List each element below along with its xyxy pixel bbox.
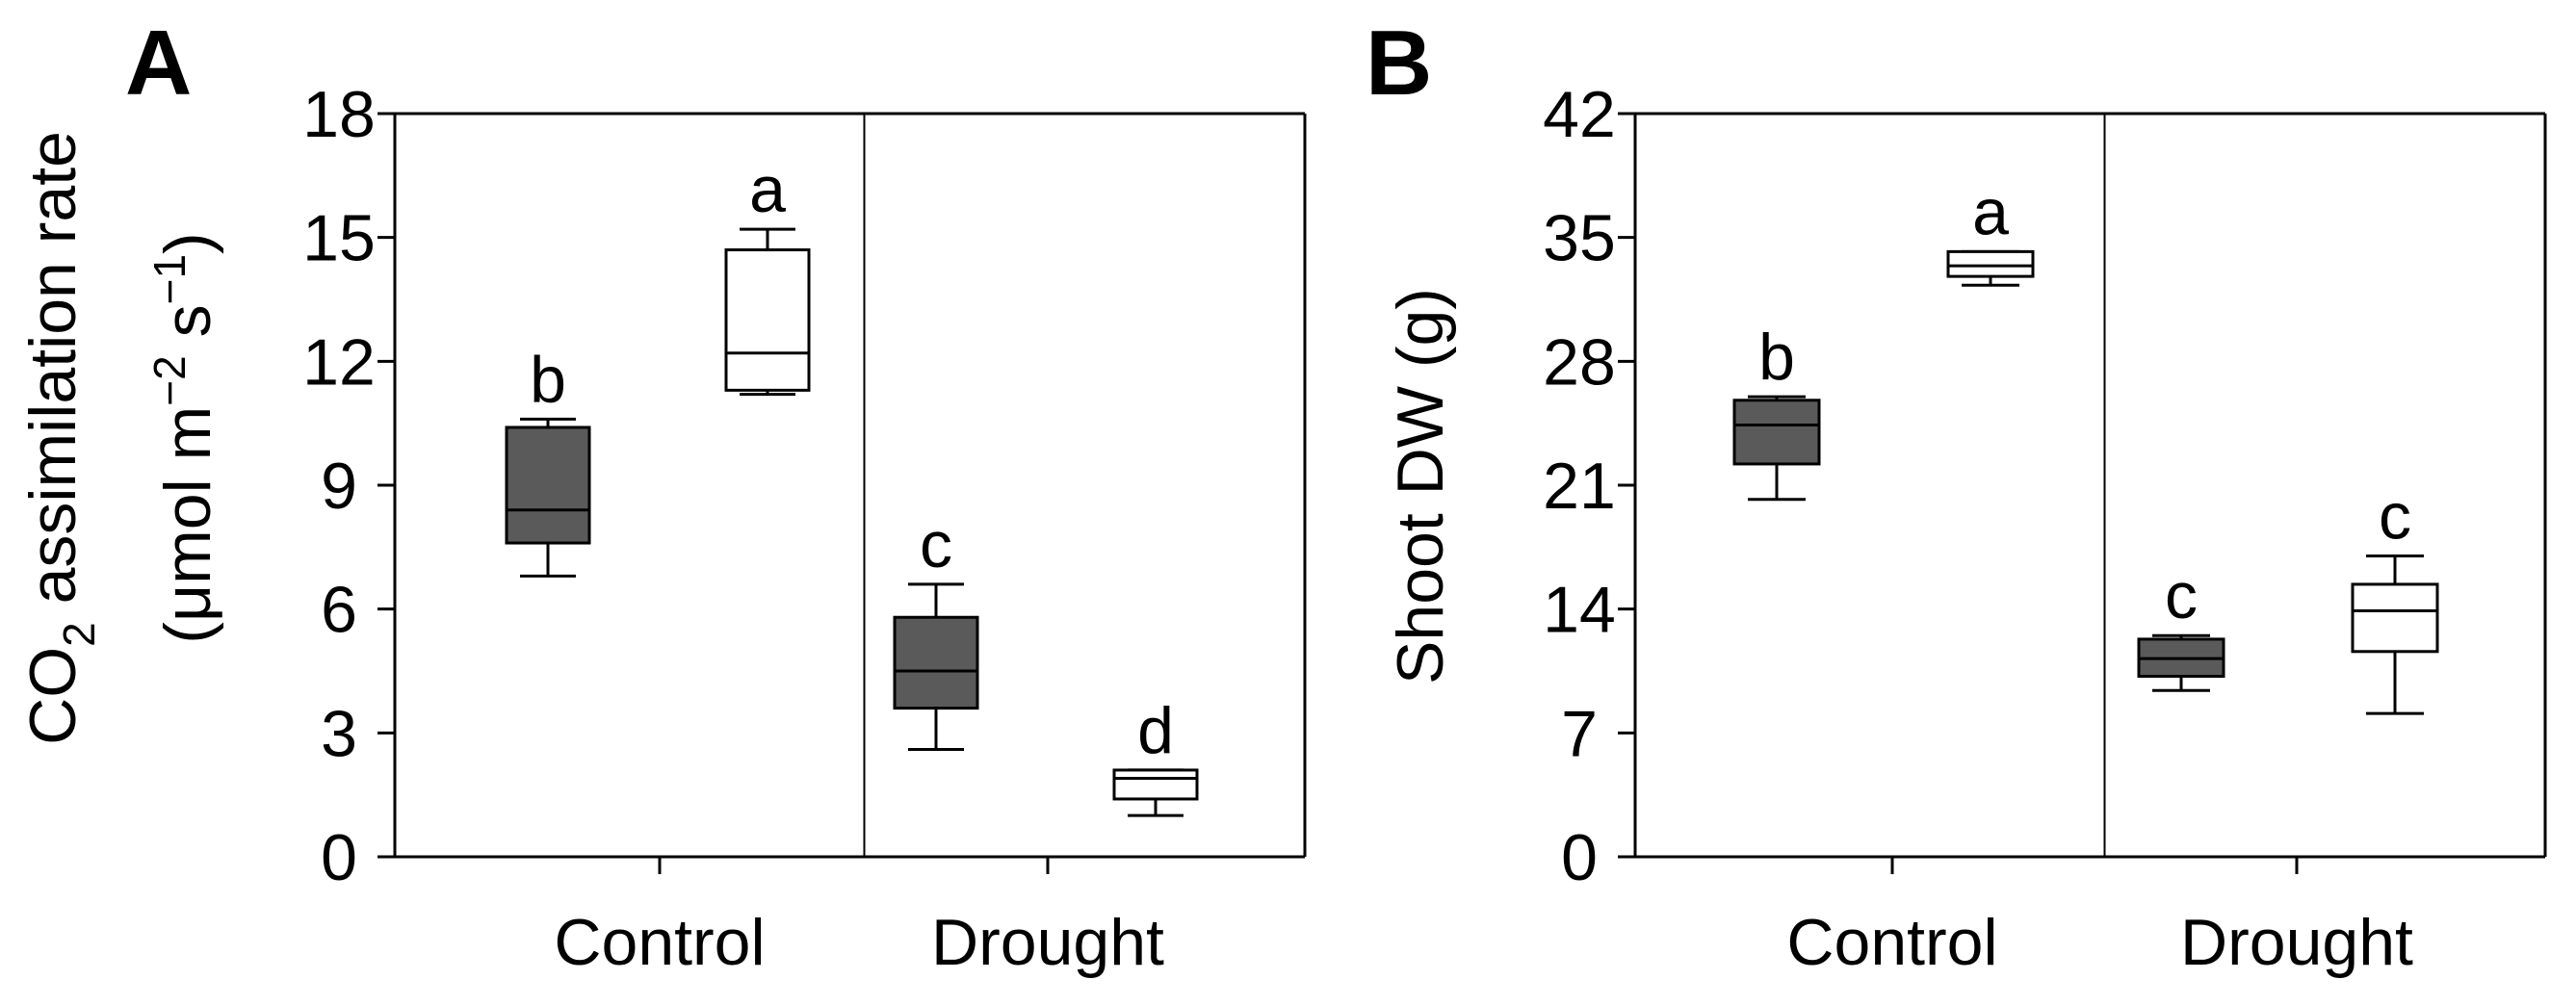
panel-a: A CO2 assimilation rate (μmol m−2 s−1) 0… — [16, 12, 1307, 979]
iqr-box — [1732, 399, 1821, 466]
iqr-box — [724, 248, 811, 392]
panel-b-x-tick-label-control: Control — [1786, 906, 1997, 979]
significance-letter: c — [2165, 559, 2198, 632]
panel-a-box-drought-s0: c — [893, 508, 979, 751]
panel-b-boxes: b a c c — [1732, 175, 2439, 715]
panel-b-y-tick-label: 21 — [1543, 450, 1616, 523]
panel-a-y-tick-label: 0 — [321, 821, 357, 894]
panel-b: B Shoot DW (g) 0 7 14 21 28 35 42 b a c c Control… — [1366, 12, 2547, 979]
panel-a-x-axis: Control Drought — [554, 857, 1164, 979]
panel-b-x-tick-label-drought: Drought — [2180, 906, 2413, 979]
iqr-box — [893, 615, 979, 710]
panel-a-box-control-s0: b — [505, 343, 591, 578]
panel-b-y-tick-label: 42 — [1543, 78, 1616, 151]
panel-b-y-tick-label: 0 — [1561, 821, 1598, 894]
panel-a-box-control-s1: a — [724, 153, 811, 397]
panel-a-boxes: b a c d — [505, 153, 1199, 817]
panel-a-y-tick-label: 18 — [302, 78, 376, 151]
significance-letter: b — [530, 343, 566, 416]
significance-letter: a — [1972, 175, 2009, 248]
panel-b-box-drought-s1: c — [2351, 480, 2439, 715]
panel-a-y-tick-label: 15 — [302, 202, 376, 275]
panel-b-plot-frame — [1633, 112, 2547, 859]
panel-b-y-tick-label: 7 — [1561, 697, 1598, 770]
panel-b-y-axis: 0 7 14 21 28 35 42 — [1543, 78, 1635, 894]
panel-b-letter: B — [1366, 12, 1432, 115]
panel-a-y-tick-label: 6 — [321, 574, 357, 647]
panel-b-x-axis: Control Drought — [1786, 857, 2413, 979]
panel-b-box-control-s1: a — [1946, 175, 2035, 287]
panel-a-y-tick-label: 3 — [321, 697, 357, 770]
panel-a-plot-frame — [393, 112, 1307, 859]
panel-a-y-tick-label: 12 — [302, 325, 376, 399]
panel-a-y-axis: 0 3 6 9 12 15 18 — [302, 78, 395, 894]
panel-b-y-title: Shoot DW (g) — [1384, 288, 1457, 684]
panel-b-box-control-s0: b — [1732, 321, 1821, 502]
panel-a-box-drought-s1: d — [1112, 694, 1199, 817]
panel-b-box-drought-s0: c — [2137, 559, 2225, 692]
panel-a-y-tick-label: 9 — [321, 450, 357, 523]
panel-a-x-tick-label-control: Control — [554, 906, 765, 979]
panel-b-y-tick-label: 14 — [1543, 574, 1616, 647]
iqr-box — [1946, 249, 2035, 278]
significance-letter: c — [920, 508, 952, 581]
significance-letter: a — [749, 153, 786, 226]
panel-a-letter: A — [125, 12, 192, 115]
iqr-box — [1112, 768, 1199, 801]
panel-a-x-tick-label-drought: Drought — [931, 906, 1164, 979]
iqr-box — [2351, 582, 2439, 654]
panel-b-y-tick-label: 28 — [1543, 325, 1616, 399]
panel-a-y-title-line2: (μmol m−2 s−1) — [144, 232, 224, 643]
panel-a-y-title-line1: CO2 assimilation rate — [16, 131, 104, 745]
significance-letter: b — [1758, 321, 1795, 394]
significance-letter: c — [2379, 480, 2411, 554]
iqr-box — [505, 426, 591, 545]
panel-b-y-tick-label: 35 — [1543, 202, 1616, 275]
significance-letter: d — [1137, 694, 1174, 767]
